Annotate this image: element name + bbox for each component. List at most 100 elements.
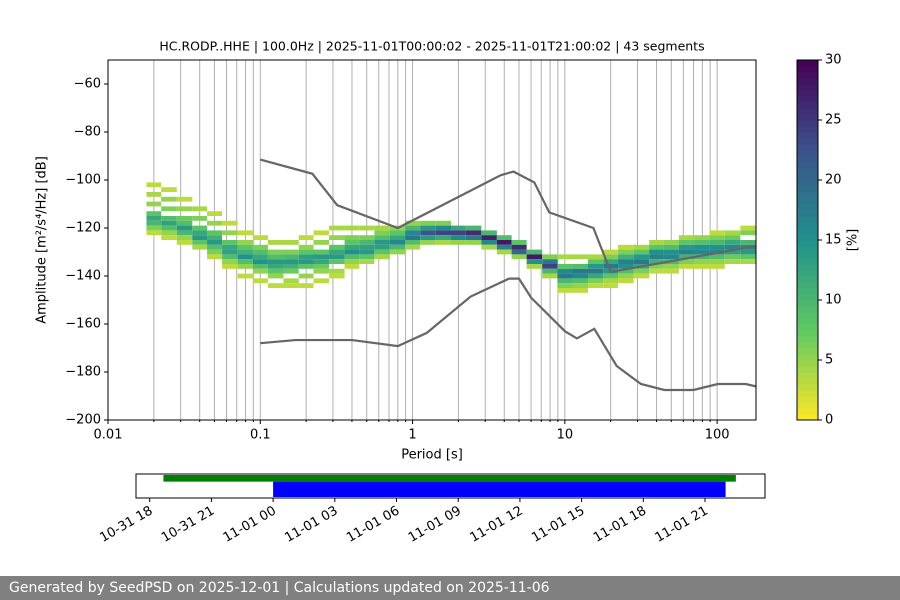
- colorbar-segment: [797, 396, 818, 403]
- histogram-cell: [724, 240, 741, 245]
- histogram-cell: [557, 288, 573, 293]
- histogram-cell: [298, 235, 314, 240]
- histogram-cell: [359, 244, 375, 250]
- histogram-cell: [298, 273, 314, 279]
- histogram-cell: [192, 240, 208, 245]
- histogram-cell: [588, 268, 604, 274]
- histogram-cell: [618, 259, 634, 264]
- colorbar-segment: [797, 288, 818, 295]
- histogram-cell: [374, 249, 390, 255]
- histogram-cell: [161, 196, 177, 202]
- histogram-cell: [618, 249, 634, 255]
- histogram-cell: [192, 206, 208, 212]
- y-tick-label: −80: [74, 125, 101, 140]
- histogram-cell: [405, 230, 421, 236]
- histogram-cell: [435, 240, 452, 245]
- histogram-cell: [678, 235, 695, 240]
- colorbar-segment: [797, 378, 818, 385]
- histogram-cell: [267, 249, 284, 255]
- x-tick-label: 11-01 12: [468, 504, 526, 546]
- noise-model-line: [259, 158, 756, 274]
- x-tick-label: 0.1: [250, 428, 271, 443]
- histogram-cell: [740, 230, 756, 236]
- histogram-cell: [192, 244, 208, 250]
- histogram-cell: [496, 244, 512, 250]
- colorbar-segment: [797, 96, 818, 103]
- histogram-cell: [420, 220, 436, 226]
- histogram-cell: [588, 259, 604, 264]
- histogram-cell: [724, 235, 741, 240]
- histogram-cell: [313, 240, 330, 245]
- colorbar-segment: [797, 282, 818, 289]
- histogram-cell: [267, 240, 284, 245]
- histogram-cell: [678, 244, 695, 250]
- colorbar-segment: [797, 300, 818, 307]
- histogram-cell: [267, 283, 284, 288]
- histogram-cell: [252, 244, 268, 250]
- y-tick-label: −120: [65, 221, 101, 236]
- histogram-cell: [283, 259, 299, 264]
- histogram-cell: [329, 225, 345, 231]
- colorbar-segment: [797, 252, 818, 259]
- histogram-cell: [359, 240, 375, 245]
- histogram-cell: [237, 244, 253, 250]
- histogram-cell: [405, 220, 421, 226]
- histogram-cell: [252, 259, 268, 264]
- x-tick-label: 10-31 21: [159, 504, 217, 546]
- colorbar-segment: [797, 222, 818, 229]
- histogram-cell: [511, 240, 527, 245]
- histogram-cell: [511, 254, 527, 260]
- histogram-cell: [557, 264, 573, 269]
- histogram-cell: [267, 264, 284, 269]
- histogram-cell: [663, 264, 679, 269]
- histogram-cell: [526, 254, 543, 260]
- histogram: [146, 182, 756, 293]
- colorbar-segment: [797, 174, 818, 181]
- histogram-cell: [237, 240, 253, 245]
- histogram-cell: [663, 254, 679, 260]
- histogram-cell: [451, 225, 466, 231]
- histogram-cell: [222, 249, 238, 255]
- histogram-cell: [663, 268, 679, 274]
- colorbar-segment: [797, 138, 818, 145]
- histogram-cell: [192, 225, 208, 231]
- y-tick-label: −60: [74, 77, 101, 92]
- histogram-cell: [694, 264, 710, 269]
- histogram-cell: [344, 244, 360, 250]
- histogram-cell: [542, 254, 558, 260]
- histogram-cell: [709, 254, 725, 260]
- histogram-cell: [511, 249, 527, 255]
- histogram-cell: [603, 283, 619, 288]
- histogram-cell: [252, 278, 268, 284]
- histogram-cell: [405, 235, 421, 240]
- histogram-cell: [603, 259, 619, 264]
- x-tick-label: 11-01 18: [591, 504, 649, 546]
- histogram-cell: [161, 235, 177, 240]
- histogram-cell: [344, 249, 360, 255]
- histogram-cell: [313, 249, 330, 255]
- histogram-cell: [740, 240, 756, 245]
- histogram-cell: [313, 254, 330, 260]
- histogram-cell: [252, 254, 268, 260]
- coverage-bar: [163, 475, 736, 482]
- histogram-cell: [724, 249, 741, 255]
- histogram-cell: [374, 230, 390, 236]
- histogram-cell: [649, 244, 664, 250]
- histogram-cell: [237, 273, 253, 279]
- histogram-cell: [329, 259, 345, 264]
- x-tick-label: 11-01 09: [406, 504, 464, 546]
- histogram-cell: [633, 244, 650, 250]
- histogram-cell: [663, 240, 679, 245]
- histogram-cell: [649, 254, 664, 260]
- colorbar-segment: [797, 336, 818, 343]
- colorbar-segment: [797, 162, 818, 169]
- histogram-cell: [344, 225, 360, 231]
- histogram-cell: [207, 244, 223, 250]
- histogram-cell: [389, 230, 406, 236]
- x-tick-label: 11-01 21: [653, 504, 711, 546]
- histogram-cell: [663, 249, 679, 255]
- histogram-cell: [283, 264, 299, 269]
- histogram-cell: [252, 235, 268, 240]
- histogram-cell: [618, 273, 634, 279]
